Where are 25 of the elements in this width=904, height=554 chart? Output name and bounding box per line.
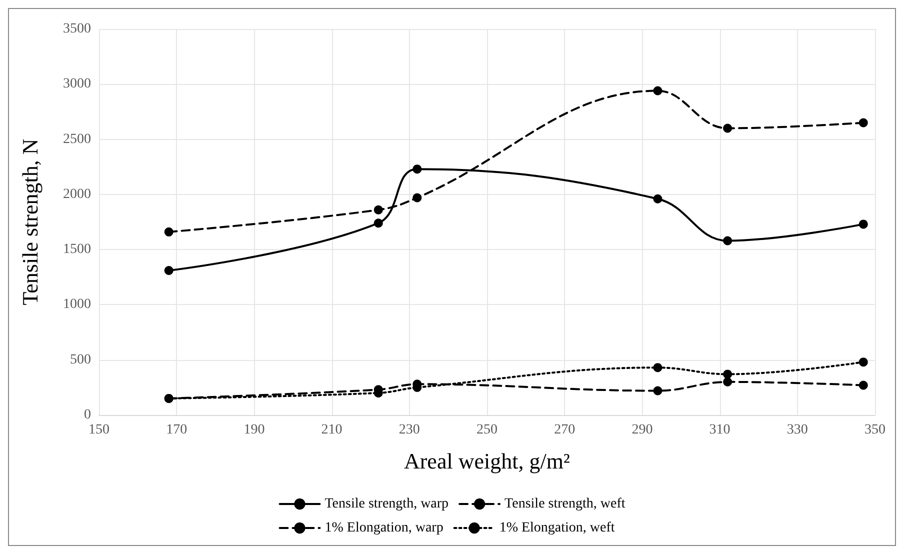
x-tick-label: 210	[321, 422, 342, 438]
x-tick-label: 150	[88, 422, 110, 438]
x-tick-label: 310	[709, 422, 730, 438]
x-tick-label: 330	[786, 422, 808, 438]
x-tick-label: 170	[166, 422, 188, 438]
x-tick-label: 290	[632, 422, 653, 438]
x-axis-title: Areal weight, g/m²	[404, 448, 570, 474]
legend-label: Tensile strength, warp	[324, 496, 449, 512]
x-tick-label: 230	[398, 422, 420, 438]
x-tick-label: 250	[476, 422, 498, 438]
y-tick-label: 1500	[63, 242, 91, 258]
y-tick-label: 0	[84, 408, 91, 422]
legend-label: Tensile strength, weft	[504, 496, 626, 512]
y-tick-label: 1000	[63, 297, 91, 312]
y-tick-label: 3000	[63, 76, 91, 92]
y-axis-title: Tensile strength, N	[18, 138, 42, 306]
y-tick-label: 500	[70, 352, 91, 368]
legend-label: 1% Elongation, weft	[499, 520, 615, 536]
x-tick-label: 350	[864, 422, 886, 438]
x-tick-label: 270	[554, 422, 576, 438]
y-tick-label: 2000	[63, 186, 91, 202]
y-tick-label: 3500	[63, 22, 91, 36]
x-tick-label: 190	[244, 422, 265, 438]
legend-label: 1% Elongation, warp	[324, 520, 444, 536]
y-tick-label: 2500	[63, 132, 91, 147]
